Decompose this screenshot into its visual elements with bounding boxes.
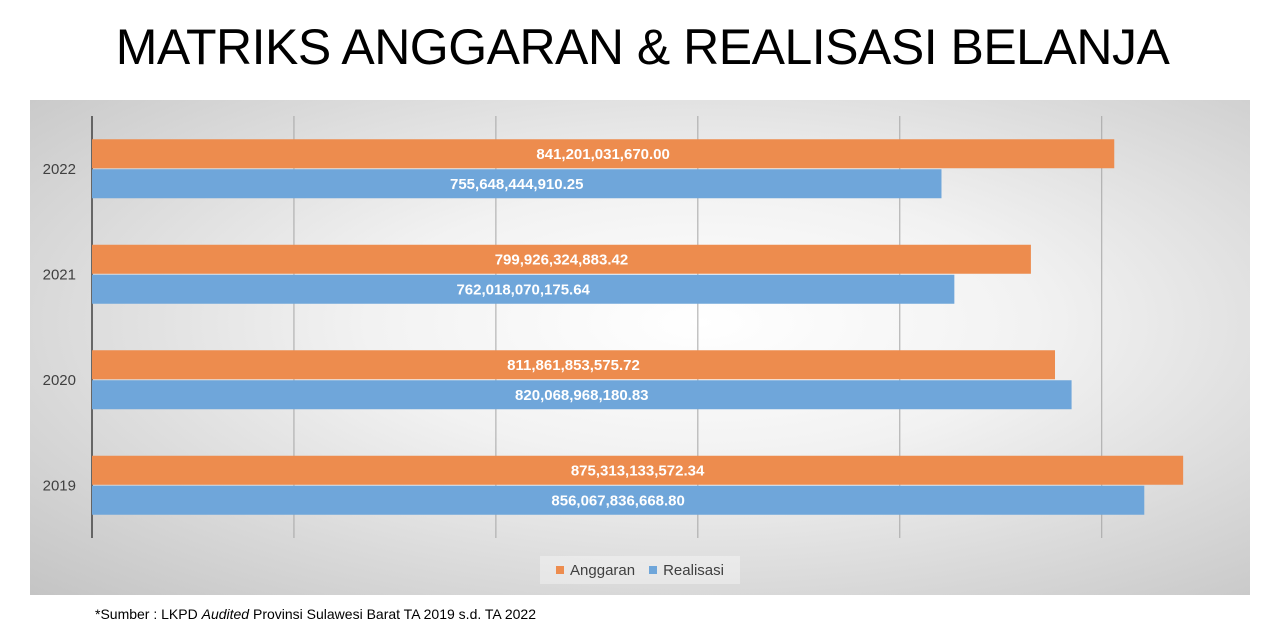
tick-label-2021: 2021 bbox=[43, 266, 76, 283]
bar-anggaran-2021 bbox=[92, 244, 1031, 274]
chart-area: 2022 841,201,031,670.00 755,648,444,910.25… bbox=[30, 100, 1250, 595]
legend-label-anggaran: Anggaran bbox=[570, 561, 636, 579]
legend-swatch-anggaran bbox=[556, 566, 565, 574]
bar-realisasi-2019 bbox=[92, 485, 1145, 515]
bar-anggaran-2022 bbox=[92, 139, 1115, 169]
bar-label-realisasi-2022: 755,648,444,910.25 bbox=[450, 176, 583, 193]
bar-label-anggaran-2021: 799,926,324,883.42 bbox=[495, 251, 628, 268]
bar-label-realisasi-2019: 856,067,836,668.80 bbox=[551, 492, 684, 509]
source-prefix: *Sumber : LKPD bbox=[95, 606, 202, 622]
bar-chart: 2022 841,201,031,670.00 755,648,444,910.25… bbox=[43, 116, 1184, 538]
bar-realisasi-2020 bbox=[92, 380, 1072, 410]
bar-label-anggaran-2020: 811,861,853,575.72 bbox=[507, 357, 640, 374]
chart-title: MATRIKS ANGGARAN & REALISASI BELANJA bbox=[115, 19, 1170, 75]
tick-label-2020: 2020 bbox=[43, 372, 76, 389]
bar-anggaran-2020 bbox=[92, 350, 1056, 380]
bar-label-anggaran-2022: 841,201,031,670.00 bbox=[536, 146, 669, 163]
bar-label-anggaran-2019: 875,313,133,572.34 bbox=[571, 462, 705, 479]
bar-realisasi-2022 bbox=[92, 169, 942, 199]
bar-anggaran-2019 bbox=[92, 455, 1184, 485]
bar-label-realisasi-2020: 820,068,968,180.83 bbox=[515, 387, 648, 404]
legend-label-realisasi: Realisasi bbox=[663, 561, 724, 579]
legend-swatch-realisasi bbox=[649, 566, 658, 574]
bar-realisasi-2021 bbox=[92, 274, 955, 304]
tick-label-2019: 2019 bbox=[43, 477, 76, 494]
tick-label-2022: 2022 bbox=[43, 161, 76, 178]
legend: Anggaran Realisasi bbox=[540, 556, 740, 584]
source-note: *Sumber : LKPD Audited Provinsi Sulawesi… bbox=[95, 606, 536, 622]
source-italic: Audited bbox=[201, 606, 250, 622]
source-suffix: Provinsi Sulawesi Barat TA 2019 s.d. TA … bbox=[249, 606, 536, 622]
legend-item-anggaran: Anggaran bbox=[556, 562, 635, 579]
legend-item-realisasi: Realisasi bbox=[649, 562, 724, 579]
bar-label-realisasi-2021: 762,018,070,175.64 bbox=[456, 281, 590, 298]
